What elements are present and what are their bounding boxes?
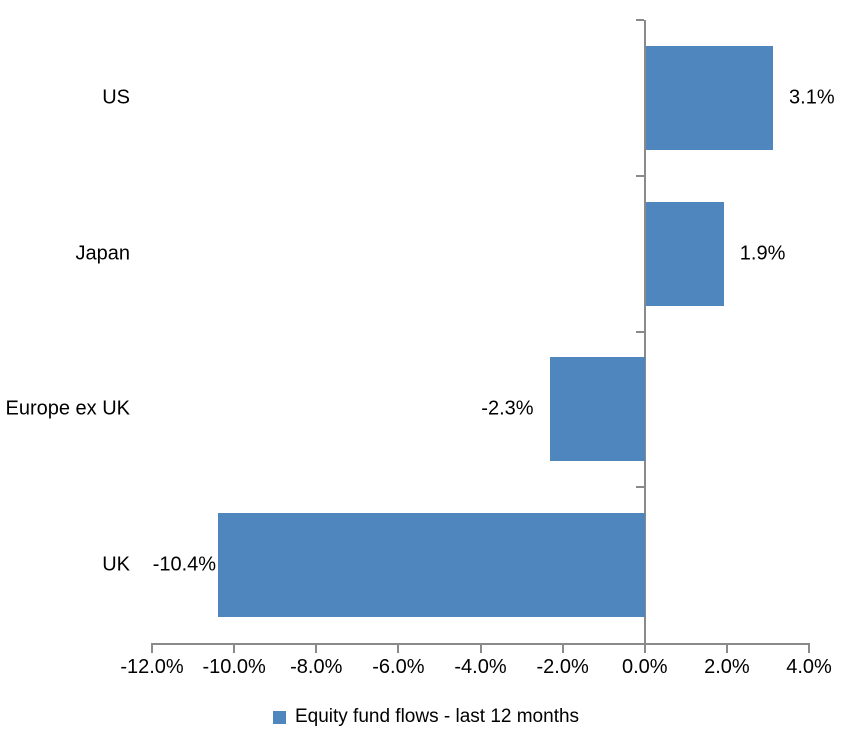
x-axis-tick (808, 643, 810, 653)
legend-label: Equity fund flows - last 12 months (294, 706, 580, 727)
x-axis-tick (643, 643, 646, 653)
category-label: Japan (75, 242, 131, 265)
bar-uk (217, 513, 645, 618)
x-axis-tick (151, 643, 153, 653)
x-axis-tick-label: 4.0% (786, 656, 832, 678)
x-axis-tick-label: 2.0% (704, 656, 750, 678)
legend: Equity fund flows - last 12 months (0, 706, 852, 728)
x-axis-tick (397, 643, 400, 653)
x-axis-tick (233, 643, 236, 653)
data-label: -10.4% (152, 553, 217, 576)
y-axis-tick (635, 19, 644, 21)
x-axis-tick-label: -12.0% (120, 656, 184, 678)
x-axis-tick-label: -8.0% (290, 656, 343, 678)
x-axis-tick-label: -2.0% (536, 656, 589, 678)
x-axis-tick (479, 643, 482, 653)
x-axis-tick-label: -6.0% (372, 656, 425, 678)
bar-us (645, 45, 774, 150)
x-axis-tick-label: -10.0% (202, 656, 266, 678)
bar-japan (645, 201, 724, 306)
category-label: UK (102, 553, 130, 576)
x-axis-tick (725, 643, 728, 653)
x-axis-tick-label: -4.0% (454, 656, 507, 678)
x-axis-tick (561, 643, 564, 653)
x-axis-tick-label: 0.0% (621, 656, 668, 678)
y-axis-tick (635, 486, 644, 489)
data-label: 1.9% (739, 242, 786, 265)
x-axis-tick (315, 643, 318, 653)
y-axis-tick (635, 174, 644, 177)
data-label: -2.3% (481, 397, 534, 420)
bar-europe-ex-uk (550, 357, 645, 462)
y-axis-line (643, 20, 646, 645)
category-label: Europe ex UK (5, 397, 130, 420)
data-label: 3.1% (789, 86, 835, 109)
y-axis-tick (635, 330, 644, 333)
legend-swatch-icon (272, 710, 286, 724)
category-label: US (102, 86, 130, 109)
